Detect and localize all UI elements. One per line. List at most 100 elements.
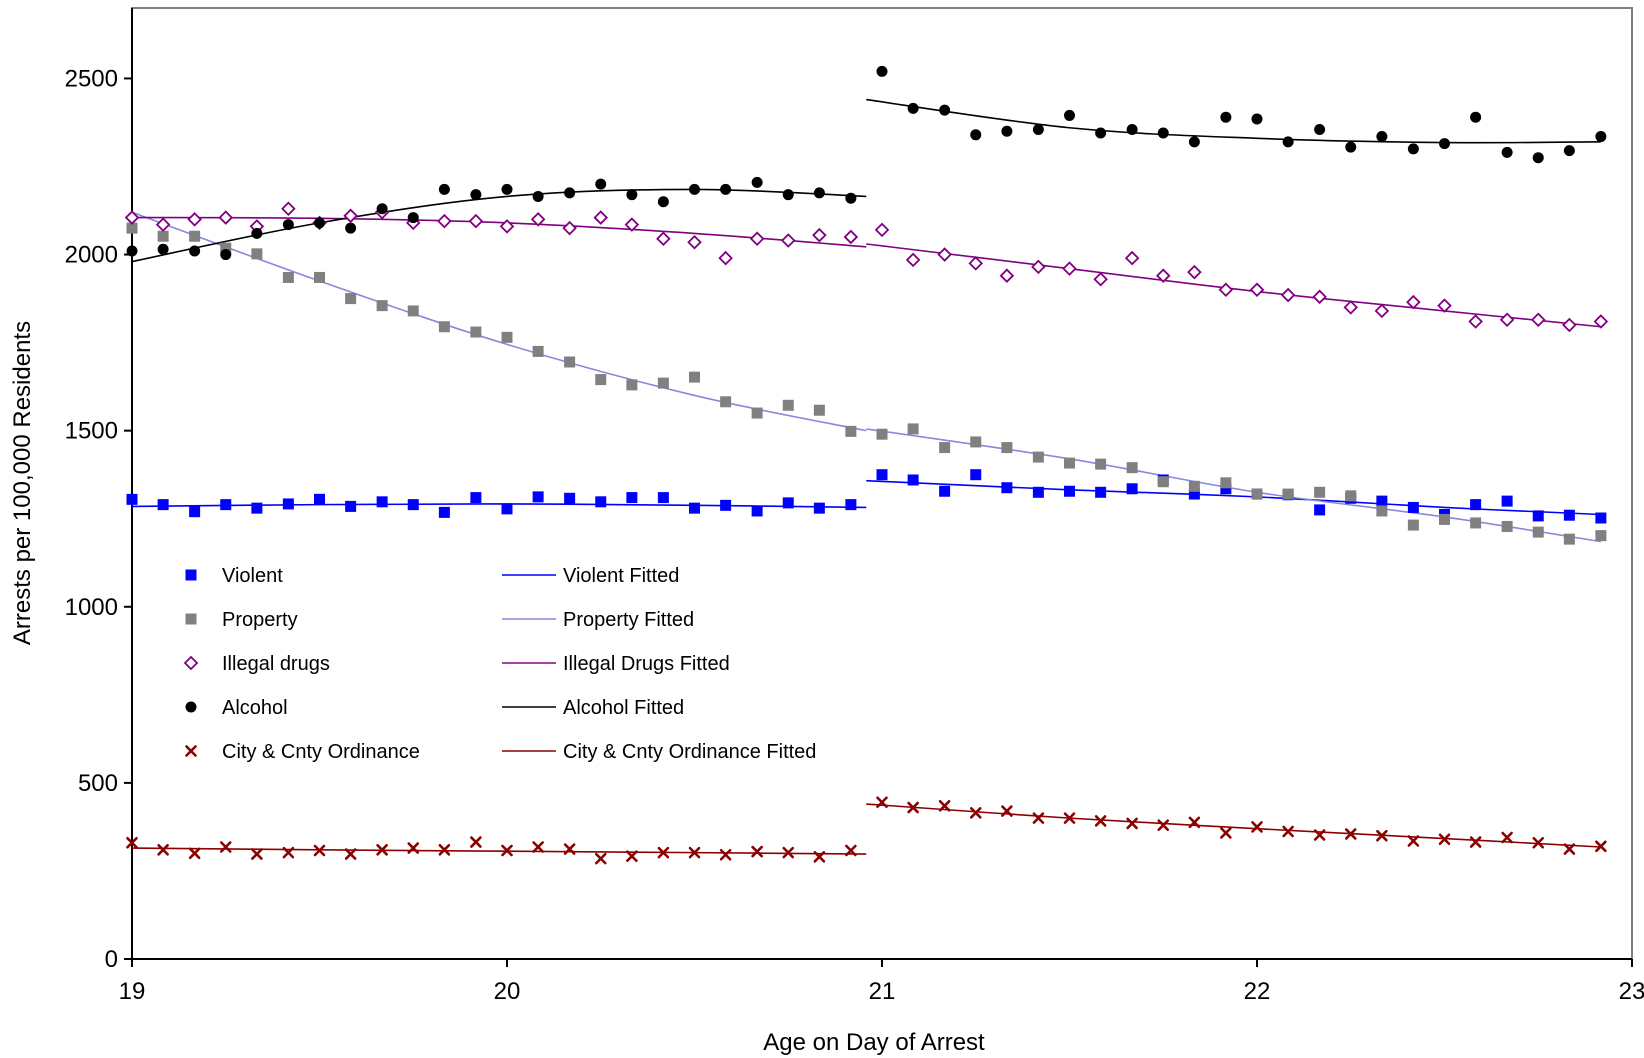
data-point (905, 252, 921, 268)
x-tick-label: 21 (869, 978, 896, 1005)
data-point (438, 321, 450, 333)
data-point (876, 469, 888, 481)
data-point (657, 377, 669, 389)
data-point-stroke (438, 844, 451, 856)
data-point (1251, 113, 1263, 125)
data-point (470, 326, 482, 338)
data-point (438, 183, 450, 195)
data-point (1532, 526, 1544, 538)
data-point (1001, 125, 1013, 137)
data-point (907, 102, 919, 114)
legend-label: Illegal Drugs Fitted (563, 653, 730, 675)
data-point (907, 801, 919, 814)
data-point (281, 201, 296, 217)
data-point (626, 492, 638, 504)
data-point (1032, 486, 1044, 498)
data-point (501, 331, 513, 343)
data-point (1064, 485, 1075, 497)
data-point (470, 492, 482, 504)
data-point (1001, 805, 1013, 817)
data-point-stroke (1032, 812, 1045, 824)
y-tick-label: 2500 (65, 65, 118, 92)
data-point (845, 192, 857, 204)
data-point (688, 846, 701, 859)
data-point (532, 190, 544, 202)
data-point-stroke (657, 846, 670, 859)
data-point (1406, 294, 1421, 310)
data-point-stroke (719, 848, 732, 861)
data-point-stroke (1469, 836, 1482, 848)
data-point (1062, 261, 1077, 276)
data-point (626, 850, 638, 862)
data-point (1126, 124, 1138, 136)
y-tick-label: 0 (105, 946, 118, 973)
data-point (376, 844, 388, 856)
data-point (1595, 512, 1607, 524)
data-point (1376, 131, 1388, 143)
data-point (1188, 480, 1200, 492)
data-point (845, 499, 857, 511)
data-point (626, 379, 638, 391)
data-point (1312, 289, 1327, 305)
data-point-stroke (1563, 843, 1576, 855)
data-point (126, 493, 138, 505)
data-point (251, 248, 263, 260)
data-point (720, 499, 732, 511)
data-point (1376, 829, 1388, 842)
data-point (876, 428, 888, 440)
data-point (1064, 109, 1075, 121)
data-point (1470, 111, 1482, 123)
data-point (189, 506, 201, 518)
data-point-stroke (1282, 825, 1294, 838)
data-point (1249, 282, 1265, 298)
data-point (530, 212, 546, 227)
data-point (1282, 825, 1294, 838)
data-point (813, 502, 825, 514)
data-point (594, 852, 607, 865)
data-point-stroke (1063, 812, 1076, 824)
data-point (1314, 504, 1326, 516)
data-point (1188, 488, 1200, 500)
data-point (376, 203, 388, 215)
data-point (782, 399, 794, 411)
data-point (843, 229, 859, 245)
y-tick-label: 2000 (65, 242, 118, 269)
data-point (1343, 300, 1359, 315)
data-point (1470, 499, 1482, 511)
data-point (188, 847, 201, 860)
x-tick-label: 20 (494, 978, 521, 1005)
data-point (999, 268, 1015, 283)
data-point-stroke (626, 850, 638, 862)
data-point (1563, 843, 1576, 855)
data-point-stroke (594, 852, 607, 865)
data-point (1157, 127, 1169, 139)
data-point-stroke (688, 846, 701, 859)
data-point (1126, 817, 1138, 830)
data-point (1501, 146, 1513, 158)
data-point (718, 250, 733, 266)
data-point-stroke (344, 848, 357, 860)
data-point (1032, 812, 1045, 824)
legend-marker (185, 613, 197, 625)
data-point (1532, 510, 1544, 522)
data-point (1220, 483, 1232, 495)
data-point-stroke (1157, 819, 1170, 831)
data-point-stroke (1376, 829, 1388, 842)
legend-label: Property (222, 609, 298, 631)
data-point (1095, 486, 1107, 498)
data-point (437, 213, 452, 229)
legend-label: Violent (222, 565, 283, 587)
data-point (314, 217, 325, 229)
data-point (499, 219, 515, 234)
data-point (1469, 836, 1482, 848)
legend-label: Alcohol Fitted (563, 697, 684, 719)
data-point (1532, 152, 1544, 164)
data-point (1188, 136, 1200, 148)
data-point (939, 485, 951, 497)
data-point (970, 436, 982, 448)
data-point (468, 213, 484, 229)
data-point (470, 189, 482, 201)
data-point (689, 183, 700, 195)
data-point (751, 505, 763, 517)
data-point (157, 499, 169, 511)
